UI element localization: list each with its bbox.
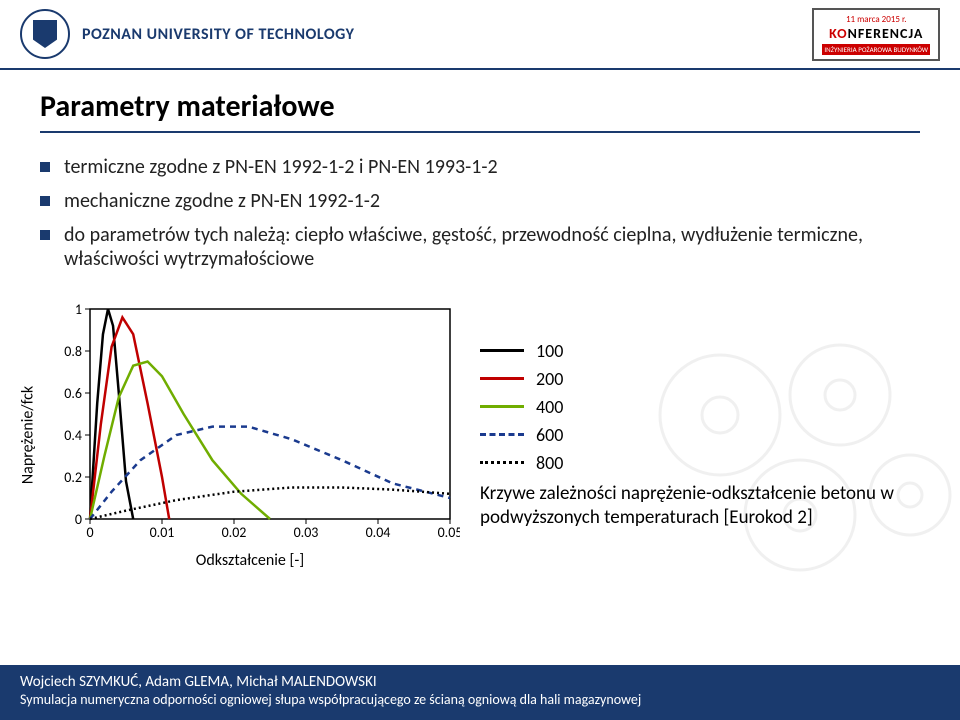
legend-label: 400 [536, 396, 563, 418]
legend-label: 200 [536, 368, 563, 390]
legend-swatch [480, 461, 524, 464]
legend-label: 600 [536, 424, 563, 446]
chart-row: Naprężenie/fck 00.010.020.030.040.0500.2… [40, 299, 920, 570]
legend-label: 800 [536, 452, 563, 474]
legend-swatch [480, 377, 524, 380]
university-emblem [20, 9, 70, 59]
footer-authors: Wojciech SZYMKUĆ, Adam GLEMA, Michał MAL… [20, 673, 940, 691]
svg-text:0.2: 0.2 [64, 469, 82, 486]
conference-logo: 11 marca 2015 r. KONFERENCJA INŻYNIERIA … [812, 8, 940, 61]
legend-label: 100 [536, 340, 563, 362]
bullet-item: mechaniczne zgodne z PN-EN 1992-1-2 [40, 189, 920, 213]
legend-item: 100 [480, 340, 920, 362]
svg-text:0.03: 0.03 [294, 524, 319, 541]
legend-item: 800 [480, 452, 920, 474]
university-name: POZNAN UNIVERSITY OF TECHNOLOGY [82, 25, 354, 44]
header: POZNAN UNIVERSITY OF TECHNOLOGY 11 marca… [0, 0, 960, 70]
legend-swatch [480, 405, 524, 408]
conference-name: KONFERENCJA [822, 25, 930, 42]
footer: Wojciech SZYMKUĆ, Adam GLEMA, Michał MAL… [0, 665, 960, 720]
legend-swatch [480, 433, 524, 436]
conference-sub: INŻYNIERIA POŻAROWA BUDYNKÓW [822, 44, 930, 55]
svg-text:1: 1 [75, 301, 82, 318]
chart: Naprężenie/fck 00.010.020.030.040.0500.2… [40, 299, 460, 570]
slide-title: Parametry materiałowe [40, 88, 920, 133]
legend-item: 200 [480, 368, 920, 390]
chart-caption: Krzywe zależności naprężenie-odkształcen… [480, 482, 920, 530]
legend-item: 600 [480, 424, 920, 446]
bullet-list: termiczne zgodne z PN-EN 1992-1-2 i PN-E… [40, 155, 920, 271]
content: Parametry materiałowe termiczne zgodne z… [0, 70, 960, 645]
bullet-item: do parametrów tych należą: ciepło właści… [40, 223, 920, 271]
legend-swatch [480, 349, 524, 352]
svg-text:0.4: 0.4 [64, 427, 82, 444]
bullet-item: termiczne zgodne z PN-EN 1992-1-2 i PN-E… [40, 155, 920, 179]
chart-svg: 0 0.01 0.02 0.03 0.04 0.05 0 0.2 0.4 0.6 0.8 1 [40, 299, 460, 549]
header-left: POZNAN UNIVERSITY OF TECHNOLOGY [20, 9, 354, 59]
svg-text:0: 0 [75, 511, 82, 528]
footer-subtitle: Symulacja numeryczna odporności ogniowej… [20, 691, 940, 708]
svg-text:0.8: 0.8 [64, 343, 82, 360]
svg-text:0.04: 0.04 [366, 524, 391, 541]
svg-text:0: 0 [86, 524, 93, 541]
svg-text:0.01: 0.01 [150, 524, 175, 541]
chart-xlabel: Odkształcenie [-] [40, 551, 460, 570]
legend-item: 400 [480, 396, 920, 418]
svg-text:0.02: 0.02 [222, 524, 247, 541]
chart-legend: 100 200 400 600 800 Krzywe zależności napręż… [480, 340, 920, 530]
chart-ylabel: Naprężenie/fck [19, 385, 38, 483]
conference-date: 11 marca 2015 r. [822, 14, 930, 25]
svg-text:0.6: 0.6 [64, 385, 82, 402]
svg-text:0.05: 0.05 [438, 524, 460, 541]
